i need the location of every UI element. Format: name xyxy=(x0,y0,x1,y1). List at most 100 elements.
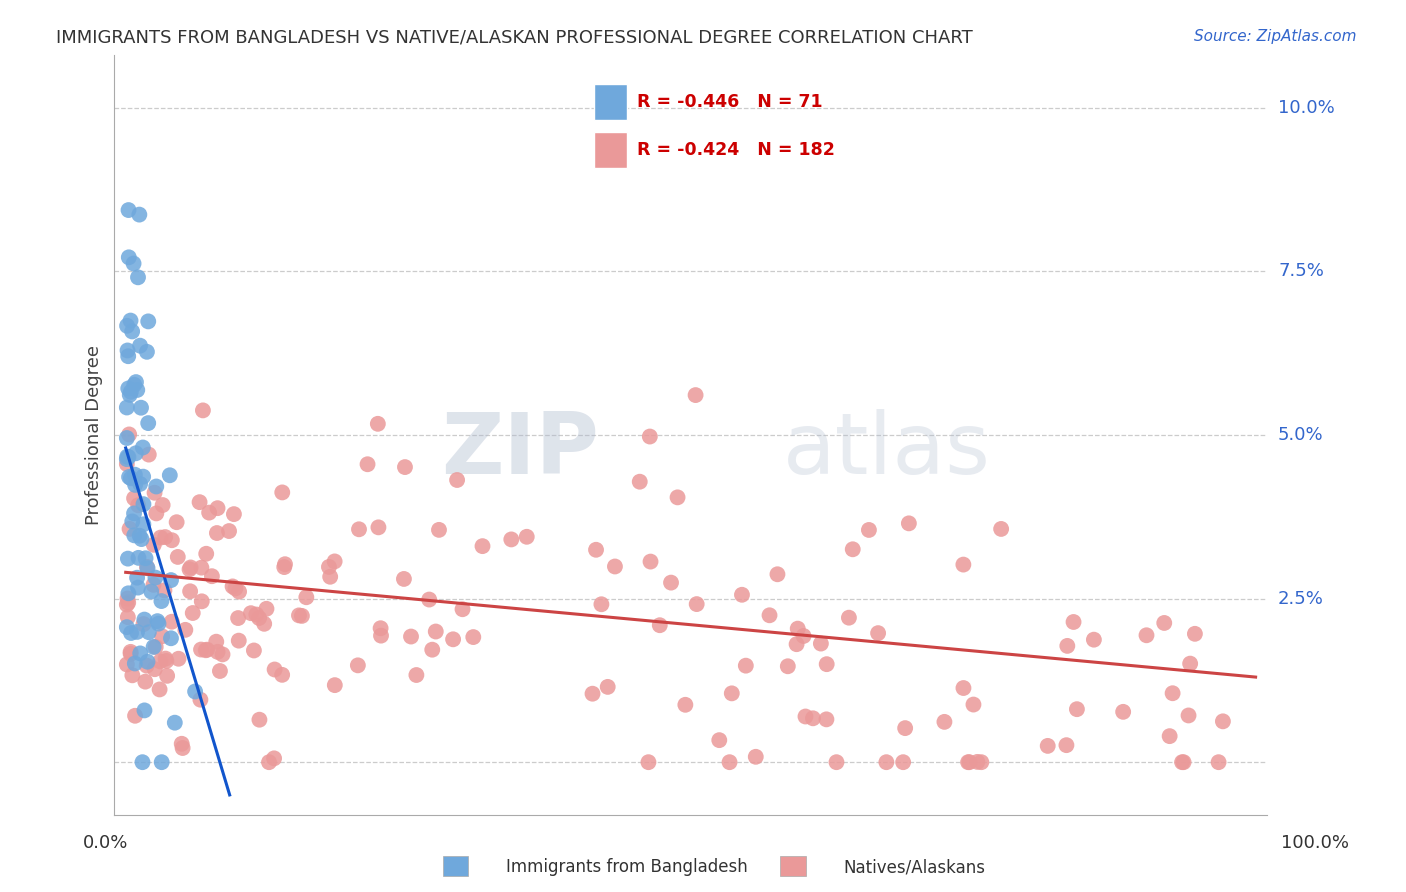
Point xyxy=(858,523,880,537)
Point xyxy=(166,549,188,564)
Point xyxy=(125,446,148,460)
Point xyxy=(603,559,626,574)
Point xyxy=(793,629,815,643)
Point xyxy=(211,648,233,662)
Point xyxy=(163,715,186,730)
Point xyxy=(135,658,157,673)
Point xyxy=(125,571,148,585)
Point xyxy=(637,755,659,769)
Point xyxy=(356,457,378,471)
Point xyxy=(127,498,149,512)
Point xyxy=(581,687,603,701)
Point xyxy=(180,560,202,574)
Point xyxy=(367,520,389,534)
Point xyxy=(124,657,146,671)
Text: R = -0.446   N = 71: R = -0.446 N = 71 xyxy=(637,93,823,111)
Point xyxy=(160,533,183,548)
Point xyxy=(718,755,741,769)
Point xyxy=(673,698,696,712)
Point xyxy=(591,597,613,611)
Point xyxy=(121,668,143,682)
Point xyxy=(291,608,314,623)
Point xyxy=(501,533,523,547)
Point xyxy=(221,579,243,593)
Point xyxy=(153,530,176,544)
Point xyxy=(1161,686,1184,700)
Point xyxy=(1212,714,1234,729)
Point xyxy=(128,208,150,222)
Point xyxy=(132,497,155,511)
Point xyxy=(1208,755,1230,769)
Point xyxy=(166,515,188,529)
Point xyxy=(731,588,754,602)
Point xyxy=(148,616,170,631)
Point xyxy=(129,647,152,661)
Point xyxy=(117,382,139,396)
Point xyxy=(463,630,485,644)
Point xyxy=(323,678,346,692)
Point xyxy=(1153,615,1175,630)
Point xyxy=(135,560,157,574)
Point xyxy=(134,674,156,689)
Point xyxy=(136,561,159,575)
Point xyxy=(138,448,160,462)
Point xyxy=(124,467,146,482)
Point xyxy=(394,460,416,475)
Point xyxy=(124,708,146,723)
Point xyxy=(127,383,149,397)
Text: 10.0%: 10.0% xyxy=(1278,98,1334,117)
Point xyxy=(1177,708,1199,723)
Text: ZIP: ZIP xyxy=(440,409,599,491)
Point xyxy=(1063,615,1085,629)
Point xyxy=(801,711,824,725)
Point xyxy=(143,662,166,676)
Point xyxy=(120,384,142,399)
Point xyxy=(132,517,155,532)
Point xyxy=(124,478,146,492)
Point xyxy=(758,608,780,623)
Point xyxy=(970,755,993,769)
Point xyxy=(179,584,201,599)
Point xyxy=(115,450,138,464)
Point xyxy=(256,601,278,615)
Bar xyxy=(593,132,627,168)
Point xyxy=(427,523,450,537)
Point xyxy=(347,522,370,536)
Point xyxy=(766,567,789,582)
Point xyxy=(1173,755,1195,769)
Point xyxy=(794,709,817,723)
Point xyxy=(263,751,285,765)
Point xyxy=(451,602,474,616)
Text: R = -0.424   N = 182: R = -0.424 N = 182 xyxy=(637,141,835,159)
Point xyxy=(115,401,138,415)
Point xyxy=(319,570,342,584)
Point xyxy=(990,522,1012,536)
Point xyxy=(149,531,172,545)
Point xyxy=(145,571,167,585)
Point xyxy=(585,542,607,557)
Point xyxy=(1112,705,1135,719)
Point xyxy=(825,755,848,769)
Point xyxy=(239,606,262,620)
Point xyxy=(685,388,707,402)
Point xyxy=(226,611,249,625)
Point xyxy=(135,551,157,566)
Point xyxy=(218,524,240,538)
Point xyxy=(159,468,181,483)
Point xyxy=(129,401,152,415)
Point xyxy=(122,377,145,392)
Point xyxy=(115,431,138,445)
Point xyxy=(117,551,139,566)
Text: atlas: atlas xyxy=(783,409,991,491)
Point xyxy=(638,429,661,443)
Point xyxy=(118,470,141,484)
Point xyxy=(786,622,808,636)
Point xyxy=(145,479,167,493)
Point xyxy=(1056,639,1078,653)
Point xyxy=(118,250,141,264)
Point xyxy=(198,506,221,520)
Point xyxy=(934,714,956,729)
Text: Source: ZipAtlas.com: Source: ZipAtlas.com xyxy=(1194,29,1357,44)
Point xyxy=(135,344,157,359)
Point xyxy=(734,658,756,673)
